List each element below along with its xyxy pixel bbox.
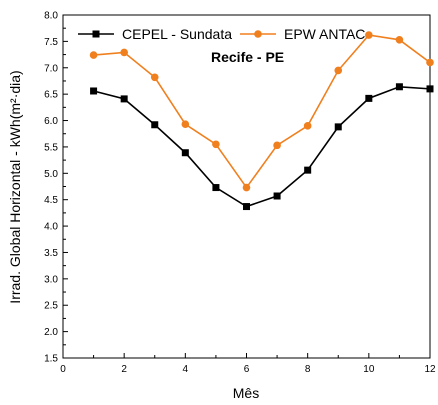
x-tick-label: 0 (60, 364, 66, 375)
y-tick-label: 6.5 (44, 90, 58, 101)
data-point (426, 85, 434, 93)
data-point (89, 51, 98, 59)
x-axis: 0 2 4 6 8 10 12 (60, 353, 436, 375)
x-tick-label: 4 (183, 364, 189, 375)
data-point (395, 83, 403, 91)
data-point (426, 58, 434, 67)
y-tick-label: 4.0 (44, 222, 58, 233)
series-line (93, 34, 431, 189)
data-point (243, 203, 250, 211)
data-point (334, 123, 342, 131)
y-tick-label: 3.5 (44, 248, 58, 259)
y-tick-label: 7.0 (44, 63, 58, 74)
data-point (181, 120, 190, 129)
data-point (365, 31, 373, 39)
legend-label: CEPEL - Sundata (122, 26, 232, 42)
y-axis: 1.5 2.0 2.5 3.0 3.5 4.0 4.5 5.0 5.5 6.0 6.5 7.0 7.5 8… (44, 11, 68, 365)
data-point (150, 73, 159, 82)
series-1 (90, 83, 434, 211)
data-point (334, 66, 343, 75)
y-tick-label: 5.5 (44, 142, 58, 153)
y-tick-label: 8.0 (44, 11, 58, 22)
data-point (90, 87, 98, 95)
y-tick-label: 5.0 (44, 169, 58, 180)
y-tick-label: 6.0 (44, 116, 58, 127)
data-point (120, 95, 128, 103)
series-line (93, 85, 431, 208)
data-point (395, 36, 404, 44)
data-point (151, 121, 159, 129)
y-tick-label: 3.0 (44, 274, 58, 285)
y-axis-title: Irrad. Global Horizontal - kWh(m²·dia) (7, 70, 23, 303)
legend-marker (254, 30, 262, 38)
x-tick-label: 10 (363, 364, 375, 375)
data-point (304, 166, 312, 174)
data-point (273, 192, 281, 200)
x-tick-label: 6 (244, 364, 250, 375)
data-point (242, 183, 251, 192)
data-point (303, 122, 312, 130)
data-point (120, 48, 128, 57)
x-tick-label: 8 (305, 364, 311, 375)
chart-annotation: Recife - PE (211, 49, 284, 65)
legend-item: CEPEL - Sundata (78, 26, 232, 42)
legend-label: EPW ANTAC (284, 26, 365, 42)
data-point (273, 141, 281, 150)
y-tick-label: 1.5 (44, 354, 58, 365)
y-tick-label: 2.0 (44, 327, 58, 338)
x-tick-label: 12 (424, 364, 436, 375)
x-tick-label: 2 (121, 364, 127, 375)
y-tick-label: 4.5 (44, 195, 58, 206)
y-tick-label: 2.5 (44, 301, 58, 312)
x-axis-title: Mês (233, 385, 259, 401)
data-point (181, 149, 189, 157)
series-layer (89, 31, 434, 211)
series-2 (89, 31, 434, 192)
data-point (212, 140, 220, 149)
legend: CEPEL - Sundata EPW ANTAC (78, 26, 365, 42)
legend-marker (92, 30, 100, 38)
data-point (212, 184, 220, 192)
data-point (365, 94, 373, 102)
y-tick-label: 7.5 (44, 37, 58, 48)
legend-item: EPW ANTAC (240, 26, 365, 42)
